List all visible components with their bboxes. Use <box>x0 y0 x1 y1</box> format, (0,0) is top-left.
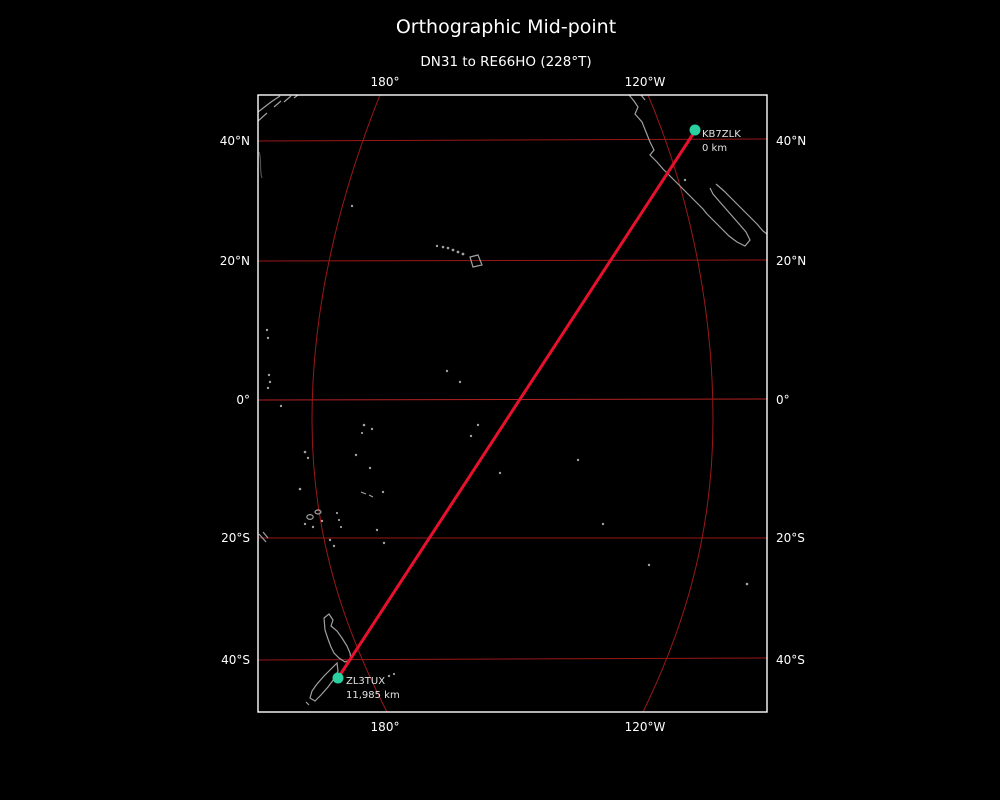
parallel-40n <box>258 138 767 142</box>
tick-right-40n: 40°N <box>776 134 806 148</box>
coastlines <box>258 95 767 706</box>
page-subtitle: DN31 to RE66HO (228°T) <box>420 54 591 70</box>
parallel-equator <box>258 398 767 401</box>
tick-bottom-180: 180° <box>371 720 400 734</box>
coastline-north-america <box>628 95 767 247</box>
station-marker-kb7zlk <box>689 124 701 136</box>
coastline-new-caledonia <box>258 531 269 543</box>
graticule-parallels <box>258 138 767 661</box>
tick-left-40n: 40°N <box>220 134 250 148</box>
meridian-180 <box>311 95 388 712</box>
station-distance-zl3tux: 11,985 km <box>346 690 400 701</box>
tick-left-0: 0° <box>236 393 250 407</box>
tick-right-20s: 20°S <box>776 531 805 545</box>
tick-right-20n: 20°N <box>776 254 806 268</box>
tick-top-180: 180° <box>371 75 400 89</box>
tick-left-20n: 20°N <box>220 254 250 268</box>
coastline-northwest-corner <box>258 95 299 179</box>
coastline-samoa <box>360 491 374 498</box>
tick-bottom-120w: 120°W <box>625 720 666 734</box>
station-label-zl3tux: ZL3TUX <box>346 676 385 687</box>
island-specks <box>265 178 749 678</box>
map-content: KB7ZLK 0 km ZL3TUX 11,985 km <box>258 95 767 712</box>
map-border <box>257 94 768 713</box>
station-marker-zl3tux <box>332 672 344 684</box>
station-distance-kb7zlk: 0 km <box>702 143 727 154</box>
graticule-meridians <box>311 95 714 712</box>
tick-left-40s: 40°S <box>221 653 250 667</box>
tick-right-40s: 40°S <box>776 653 805 667</box>
tick-top-120w: 120°W <box>625 75 666 89</box>
tick-right-0: 0° <box>776 393 790 407</box>
meridian-120w <box>642 95 714 712</box>
coastline-hawaii-big-island <box>469 254 483 268</box>
coastline-fiji <box>306 509 322 520</box>
station-label-kb7zlk: KB7ZLK <box>702 129 741 140</box>
tick-left-20s: 20°S <box>221 531 250 545</box>
parallel-40s <box>258 657 767 661</box>
page-title: Orthographic Mid-point <box>396 16 616 38</box>
great-circle-path <box>336 130 697 679</box>
parallel-20n <box>258 259 767 262</box>
